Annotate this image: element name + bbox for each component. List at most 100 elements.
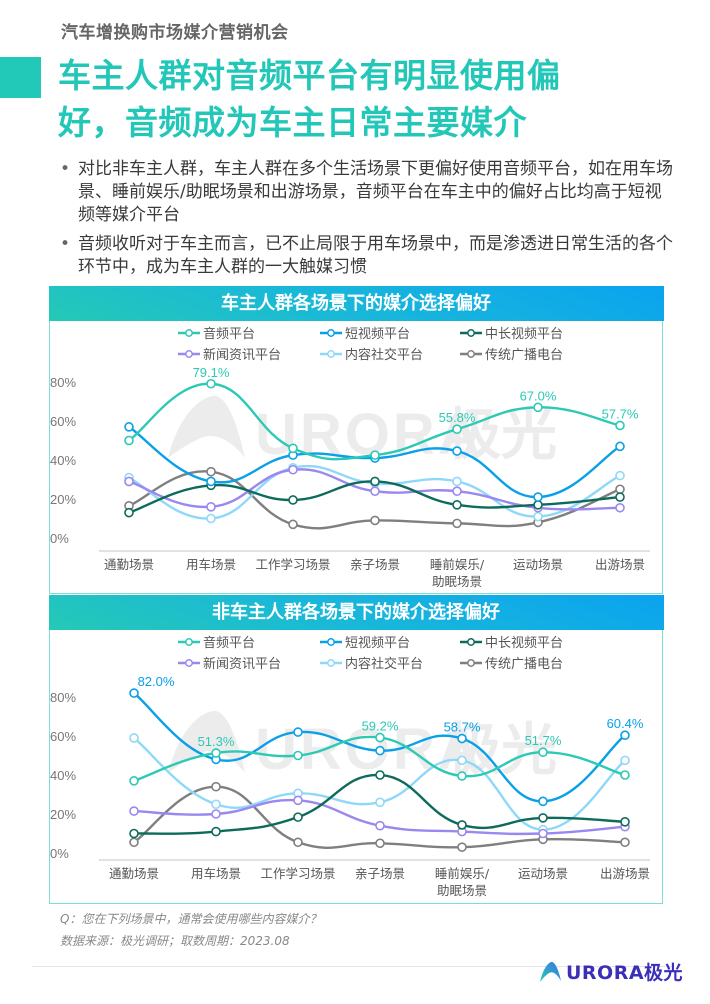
data-label: 55.8%	[439, 410, 476, 425]
title-accent-block	[0, 57, 41, 98]
data-point	[457, 755, 467, 766]
legend-item[interactable]: 传统广播电台	[460, 344, 563, 363]
x-tick-label: 通勤场景	[104, 557, 154, 572]
bullet-dot-icon: •	[60, 234, 71, 254]
data-point	[211, 799, 221, 810]
legend-item[interactable]: 传统广播电台	[460, 653, 563, 672]
summary-bullets: • 对比非车主人群，车主人群在多个生活场景下更偏好使用音频平台，如在用车场景、睡前…	[58, 158, 678, 285]
legend-line-marker-icon	[320, 349, 342, 358]
data-point	[375, 745, 385, 756]
data-point	[293, 812, 303, 822]
data-point	[129, 828, 139, 839]
watermark-logo-icon	[168, 395, 245, 458]
x-tick-label: 睡前娱乐/助眠场景	[435, 866, 490, 898]
legend-line-marker-icon	[460, 637, 482, 646]
data-point	[375, 797, 385, 808]
legend-item[interactable]: 新闻资讯平台	[178, 653, 281, 672]
chart-card-owners: 车主人群各场景下的媒介选择偏好 音频平台 短视频平台 中长视频平台 新闻资讯平台 内容社…	[48, 286, 664, 594]
data-point	[211, 826, 221, 837]
legend-label: 传统广播电台	[485, 348, 564, 363]
data-point	[370, 476, 380, 487]
legend-item[interactable]: 内容社交平台	[320, 344, 423, 363]
report-subtitle: 汽车增换购市场媒介营销机会	[61, 23, 289, 43]
data-source: 数据来源：极光调研；取数周期：2023.08	[60, 934, 290, 948]
bullet-item: • 音频收听对于车主而言，已不止局限于用车场景中，而是渗透进日常生活的各个环节中，…	[58, 233, 678, 279]
x-tick-label: 睡前娱乐/助眠场景	[430, 557, 485, 589]
x-tick-label: 运动场景	[513, 557, 563, 572]
data-point	[457, 733, 467, 744]
data-label: 51.3%	[198, 734, 235, 749]
data-point	[211, 809, 221, 819]
x-tick-label: 用车场景	[186, 557, 236, 572]
data-point	[620, 770, 630, 780]
data-point	[615, 470, 625, 481]
aurora-logo: URORA极光	[538, 958, 683, 985]
data-point	[538, 828, 548, 839]
legend-line-marker-icon	[320, 658, 342, 667]
data-point	[124, 422, 134, 432]
data-label: 58.7%	[444, 720, 481, 735]
data-label: 51.7%	[525, 733, 562, 748]
data-point	[293, 727, 303, 737]
data-point	[457, 820, 467, 830]
x-tick-label: 运动场景	[518, 866, 568, 881]
data-label: 60.4%	[607, 716, 644, 731]
data-point	[538, 796, 548, 807]
data-point	[370, 450, 380, 460]
data-point	[533, 492, 543, 502]
legend-item[interactable]: 短视频平台	[320, 323, 410, 342]
data-point	[211, 781, 221, 792]
data-point	[288, 464, 298, 475]
legend-line-marker-icon	[320, 328, 342, 337]
data-label: 67.0%	[520, 388, 557, 403]
y-tick-label: 80%	[50, 690, 76, 705]
page-title: 车主人群对音频平台有明显使用偏 好，音频成为车主日常主要媒介	[58, 52, 698, 146]
chart-legend: 音频平台 短视频平台 中长视频平台新闻资讯平台 内容社交平台 传统广播电台	[178, 323, 618, 367]
data-point	[452, 486, 462, 496]
y-tick-label: 40%	[50, 453, 76, 468]
legend-item[interactable]: 内容社交平台	[320, 653, 423, 672]
data-point	[538, 813, 548, 823]
data-point	[538, 747, 548, 757]
legend-line-marker-icon	[178, 349, 200, 358]
legend-item[interactable]: 音频平台	[178, 632, 255, 651]
footer-divider	[32, 966, 672, 967]
legend-label: 新闻资讯平台	[203, 348, 282, 363]
legend-label: 音频平台	[203, 636, 256, 651]
bullet-text: 对比非车主人群，车主人群在多个生活场景下更偏好使用音频平台，如在用车场景、睡前娱…	[78, 159, 673, 225]
data-point	[375, 770, 385, 780]
data-point	[293, 750, 303, 761]
data-point	[533, 511, 543, 522]
chart-title: 非车主人群各场景下的媒介选择偏好	[48, 595, 664, 630]
survey-question: Q：您在下列场景中，通常会使用哪些内容媒介？	[60, 912, 322, 926]
data-point	[129, 776, 139, 786]
y-tick-label: 80%	[50, 375, 76, 390]
data-label: 59.2%	[362, 719, 399, 734]
data-point	[620, 730, 630, 741]
legend-item[interactable]: 新闻资讯平台	[178, 344, 281, 363]
data-point	[124, 476, 134, 487]
data-point	[206, 476, 216, 487]
legend-label: 内容社交平台	[345, 348, 424, 363]
bullet-text: 音频收听对于车主而言，已不止局限于用车场景中，而是渗透进日常生活的各个环节中，成…	[78, 234, 673, 277]
legend-item[interactable]: 中长视频平台	[460, 632, 563, 651]
y-tick-label: 0%	[50, 846, 69, 861]
y-tick-label: 60%	[50, 729, 76, 744]
chart-notes: Q：您在下列场景中，通常会使用哪些内容媒介？ 数据来源：极光调研；取数周期：20…	[60, 908, 321, 952]
legend-line-marker-icon	[460, 328, 482, 337]
data-point	[288, 443, 298, 454]
data-point	[129, 688, 139, 698]
data-point	[288, 495, 298, 505]
x-tick-label: 亲子场景	[355, 866, 405, 881]
data-point	[206, 513, 216, 524]
legend-label: 传统广播电台	[485, 657, 564, 672]
legend-item[interactable]: 音频平台	[178, 323, 255, 342]
data-point	[206, 378, 216, 389]
legend-line-marker-icon	[460, 658, 482, 667]
legend-line-marker-icon	[178, 637, 200, 646]
legend-item[interactable]: 中长视频平台	[460, 323, 563, 342]
x-tick-label: 工作学习场景	[255, 557, 330, 572]
legend-item[interactable]: 短视频平台	[320, 632, 410, 651]
data-point	[615, 492, 625, 502]
x-tick-label: 亲子场景	[350, 557, 400, 572]
